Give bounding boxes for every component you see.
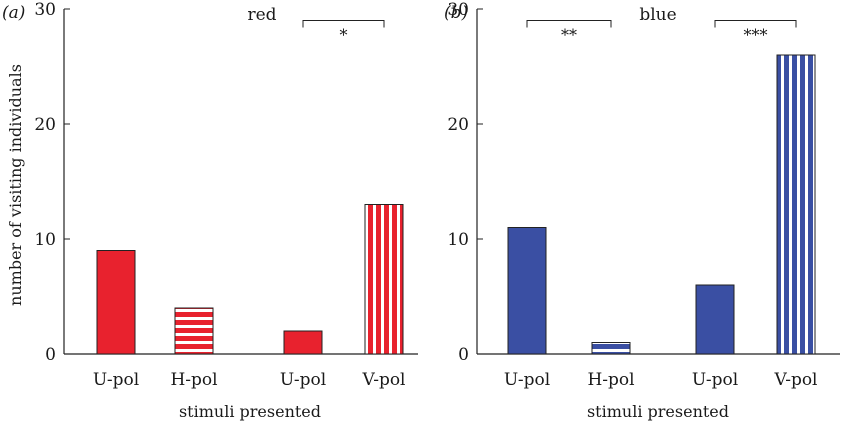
panel-b-bar-3 [695,284,735,355]
panel-b-title: blue [639,5,676,25]
panel-b-x-tick-label: V-pol [773,370,817,390]
panel-a-bar-3 [283,330,323,355]
panel-a-x-tick-label: V-pol [361,370,405,390]
panel-b-x-tick-label: U-pol [504,370,550,390]
panel-a-x-tick-label: U-pol [280,370,326,390]
panel-b-y-tick-label: 0 [458,345,469,365]
panel-b-bar-2 [591,342,631,355]
panel-a-significance-bracket [302,20,385,28]
panel-a-y-tick-label: 10 [34,230,56,250]
panel-b-significance-bracket [526,20,612,28]
panel-a-label: (a) [2,3,25,23]
panel-b-significance-label: *** [744,26,768,45]
panel-b-label: (b) [444,3,468,23]
panel-a-significance-label: * [340,26,348,45]
panel-a-y-tick-label: 30 [34,0,56,20]
panel-b-x-tick-label: H-pol [587,370,634,390]
panel-a-y-tick-label: 0 [45,345,56,365]
panel-b-y-tick-label: 10 [447,230,469,250]
panel-b-bar-1 [507,227,547,355]
panel-b-bar-4 [776,54,816,355]
panel-a-x-tick-label: U-pol [93,370,139,390]
panel-a-bars: U-pol H-pol U-pol V-pol * [93,20,406,390]
panel-b-y-tick-label: 30 [447,0,469,20]
panel-b-significance-bracket [714,20,797,28]
panel-a-y-tick-label: 20 [34,115,56,135]
panel-a: (a) red number of visiting individuals s… [2,0,418,421]
y-axis-label: number of visiting individuals [6,64,25,306]
panel-a-bar-1 [96,250,136,355]
panel-a-bar-2 [174,307,214,355]
panel-b-x-tick-label: U-pol [692,370,738,390]
panel-b-significance-label: ** [561,26,577,45]
panel-a-x-tick-label: H-pol [170,370,217,390]
panel-a-axes: 0 10 20 30 [34,0,418,365]
panel-a-x-axis-label: stimuli presented [179,402,321,421]
panel-a-bar-4 [364,204,404,355]
panel-b-bars: U-pol H-pol U-pol V-pol** *** [504,20,818,390]
panel-a-title: red [247,5,276,25]
panel-b-x-axis-label: stimuli presented [587,402,729,421]
panel-b-y-tick-label: 20 [447,115,469,135]
panel-b: (b) blue stimuli presented 0 10 20 30 U-pol… [444,0,840,421]
